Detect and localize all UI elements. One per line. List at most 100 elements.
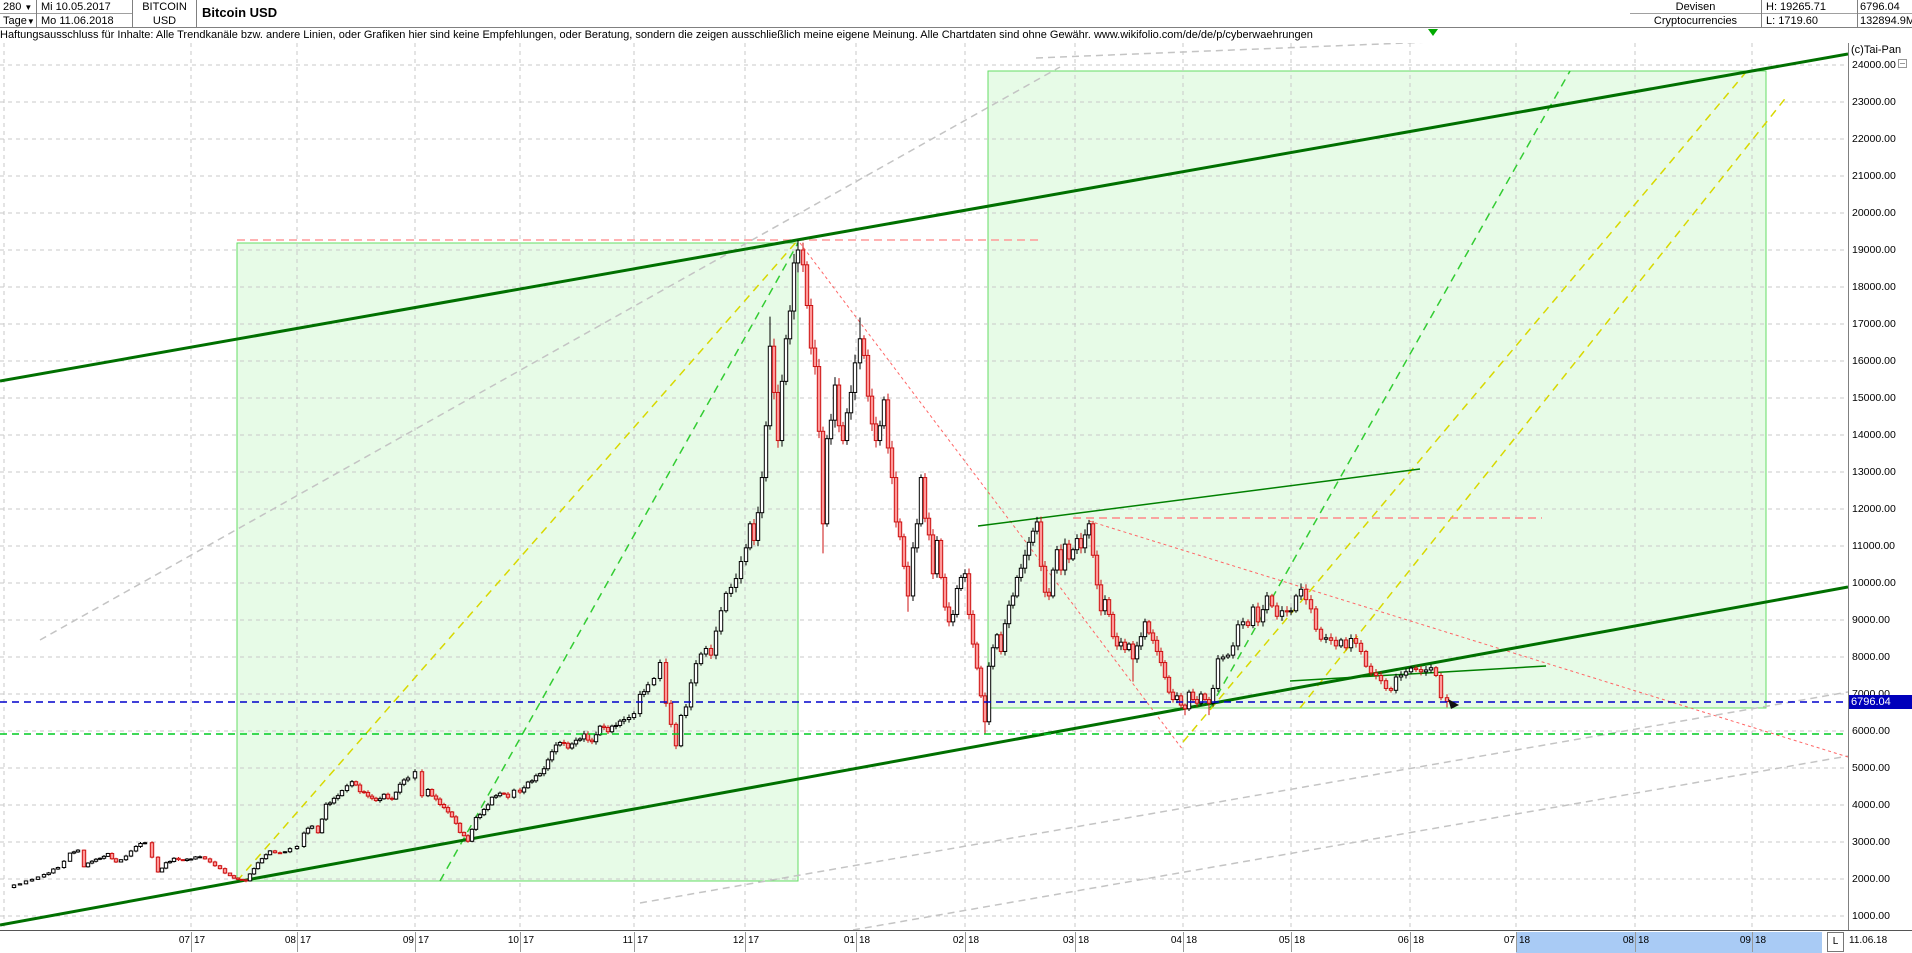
- cell-divider: [37, 13, 132, 14]
- gray-channel-ext-1: [639, 691, 1848, 904]
- gridlines: [0, 43, 1848, 930]
- month-tick: [1516, 932, 1517, 952]
- price-label: 10000.00: [1852, 577, 1896, 589]
- year-label: 18: [1294, 935, 1306, 946]
- period-unit[interactable]: Tage: [3, 15, 27, 27]
- high-low-cell: H: 19265.71 L: 1719.60: [1762, 0, 1858, 28]
- year-label: 17: [748, 935, 760, 946]
- price-label: 13000.00: [1852, 466, 1896, 478]
- price-label: 16000.00: [1852, 355, 1896, 367]
- trend-lines: [0, 43, 1848, 930]
- range-low: L: 1719.60: [1766, 15, 1818, 27]
- minor-resistance: [977, 468, 1421, 527]
- gray-trend-top: [1035, 43, 1424, 59]
- price-axis[interactable]: 24000.00 23000.00 22000.00 21000.00 20000.00…: [1848, 43, 1912, 930]
- yellow-fan-3: [1299, 94, 1789, 709]
- plot-area: [0, 43, 1848, 930]
- last-price-badge: 6796.04: [1849, 695, 1912, 709]
- category-subgroup: Cryptocurrencies: [1653, 15, 1738, 27]
- price-label: 6000.00: [1852, 725, 1890, 737]
- cell-divider: [1858, 13, 1912, 14]
- price-label: 11000.00: [1852, 540, 1896, 552]
- month-tick: [1410, 932, 1411, 952]
- range-end-marker-icon: [1428, 29, 1438, 36]
- symbol-cell[interactable]: BITCOIN USD: [133, 0, 197, 28]
- year-label: 17: [523, 935, 535, 946]
- cell-divider: [1762, 13, 1857, 14]
- price-label: 23000.00: [1852, 96, 1896, 108]
- year-label: 18: [1755, 935, 1767, 946]
- date-range-cell[interactable]: Mi 10.05.2017 Mo 11.06.2018: [37, 0, 133, 28]
- month-tick: [520, 932, 521, 952]
- month-label: 09: [1739, 935, 1751, 946]
- price-label: 19000.00: [1852, 244, 1896, 256]
- price-label: 3000.00: [1852, 836, 1890, 848]
- cursor-arrow-icon: [1448, 699, 1459, 709]
- month-label: 07: [178, 935, 190, 946]
- price-label: 17000.00: [1852, 318, 1896, 330]
- month-tick: [856, 932, 857, 952]
- month-label: 03: [1062, 935, 1074, 946]
- trend-boxes: [236, 70, 1767, 882]
- month-label: 10: [507, 935, 519, 946]
- month-label: 01: [843, 935, 855, 946]
- year-label: 18: [1413, 935, 1425, 946]
- month-label: 12: [732, 935, 744, 946]
- trend-box-2018: [987, 70, 1767, 709]
- level-lines: [0, 701, 1848, 735]
- price-label: 14000.00: [1852, 429, 1896, 441]
- lower-channel: [0, 585, 1848, 927]
- last-volume-cell: 6796.04 132894.9M: [1858, 0, 1912, 28]
- price-label: 1000.00: [1852, 910, 1890, 922]
- month-tick: [415, 932, 416, 952]
- price-label: 24000.00: [1852, 59, 1896, 71]
- chevron-down-icon[interactable]: ▼: [24, 3, 33, 12]
- watermark: (c)Tai-Pan: [1851, 44, 1902, 56]
- upper-channel: [0, 52, 1848, 383]
- gray-channel-ext-2: [852, 755, 1848, 930]
- cell-divider: [0, 13, 36, 14]
- price-label: 4000.00: [1852, 799, 1890, 811]
- month-label: 02: [952, 935, 964, 946]
- year-label: 18: [968, 935, 980, 946]
- chevron-down-icon[interactable]: ▼: [26, 17, 35, 26]
- year-label: 17: [194, 935, 206, 946]
- year-label: 17: [637, 935, 649, 946]
- collapse-icon[interactable]: [1898, 59, 1907, 68]
- price-label: 8000.00: [1852, 651, 1890, 663]
- price-label: 5000.00: [1852, 762, 1890, 774]
- month-label: 07: [1503, 935, 1515, 946]
- year-label: 18: [1078, 935, 1090, 946]
- month-label: 08: [1622, 935, 1634, 946]
- time-axis[interactable]: L 11.06.18 07 17 08 17 09 17 10 17 11 17 12 17 01 18 0…: [0, 930, 1912, 953]
- green-fan-1: [439, 242, 799, 882]
- month-label: 05: [1278, 935, 1290, 946]
- price-label: 20000.00: [1852, 207, 1896, 219]
- period-value[interactable]: 280: [3, 1, 22, 13]
- period-cell[interactable]: 280 ▼ Tage▼: [0, 0, 37, 28]
- chart-canvas[interactable]: [0, 0, 1848, 952]
- year-label: 17: [300, 935, 312, 946]
- price-label: 9000.00: [1852, 614, 1890, 626]
- price-label: 2000.00: [1852, 873, 1890, 885]
- month-tick: [1291, 932, 1292, 952]
- month-tick: [1183, 932, 1184, 952]
- date-to[interactable]: Mo 11.06.2018: [41, 15, 114, 27]
- date-from[interactable]: Mi 10.05.2017: [41, 1, 111, 13]
- page-title: Bitcoin USD: [202, 5, 278, 20]
- price-label: 21000.00: [1852, 170, 1896, 182]
- yellow-fan-2: [1182, 70, 1748, 743]
- year-label: 18: [1638, 935, 1650, 946]
- minor-support: [1289, 665, 1547, 682]
- green-fan-2: [1209, 70, 1571, 709]
- red-fan-from-peak: [799, 242, 1184, 751]
- gray-trend-upper: [39, 66, 1061, 641]
- cell-divider: [1630, 13, 1761, 14]
- last-bar-marker: L: [1827, 932, 1844, 952]
- price-label: 22000.00: [1852, 133, 1896, 145]
- category-group: Devisen: [1675, 1, 1716, 13]
- month-label: 08: [284, 935, 296, 946]
- month-tick: [1752, 932, 1753, 952]
- month-label: 11: [622, 935, 633, 946]
- month-label: 04: [1170, 935, 1182, 946]
